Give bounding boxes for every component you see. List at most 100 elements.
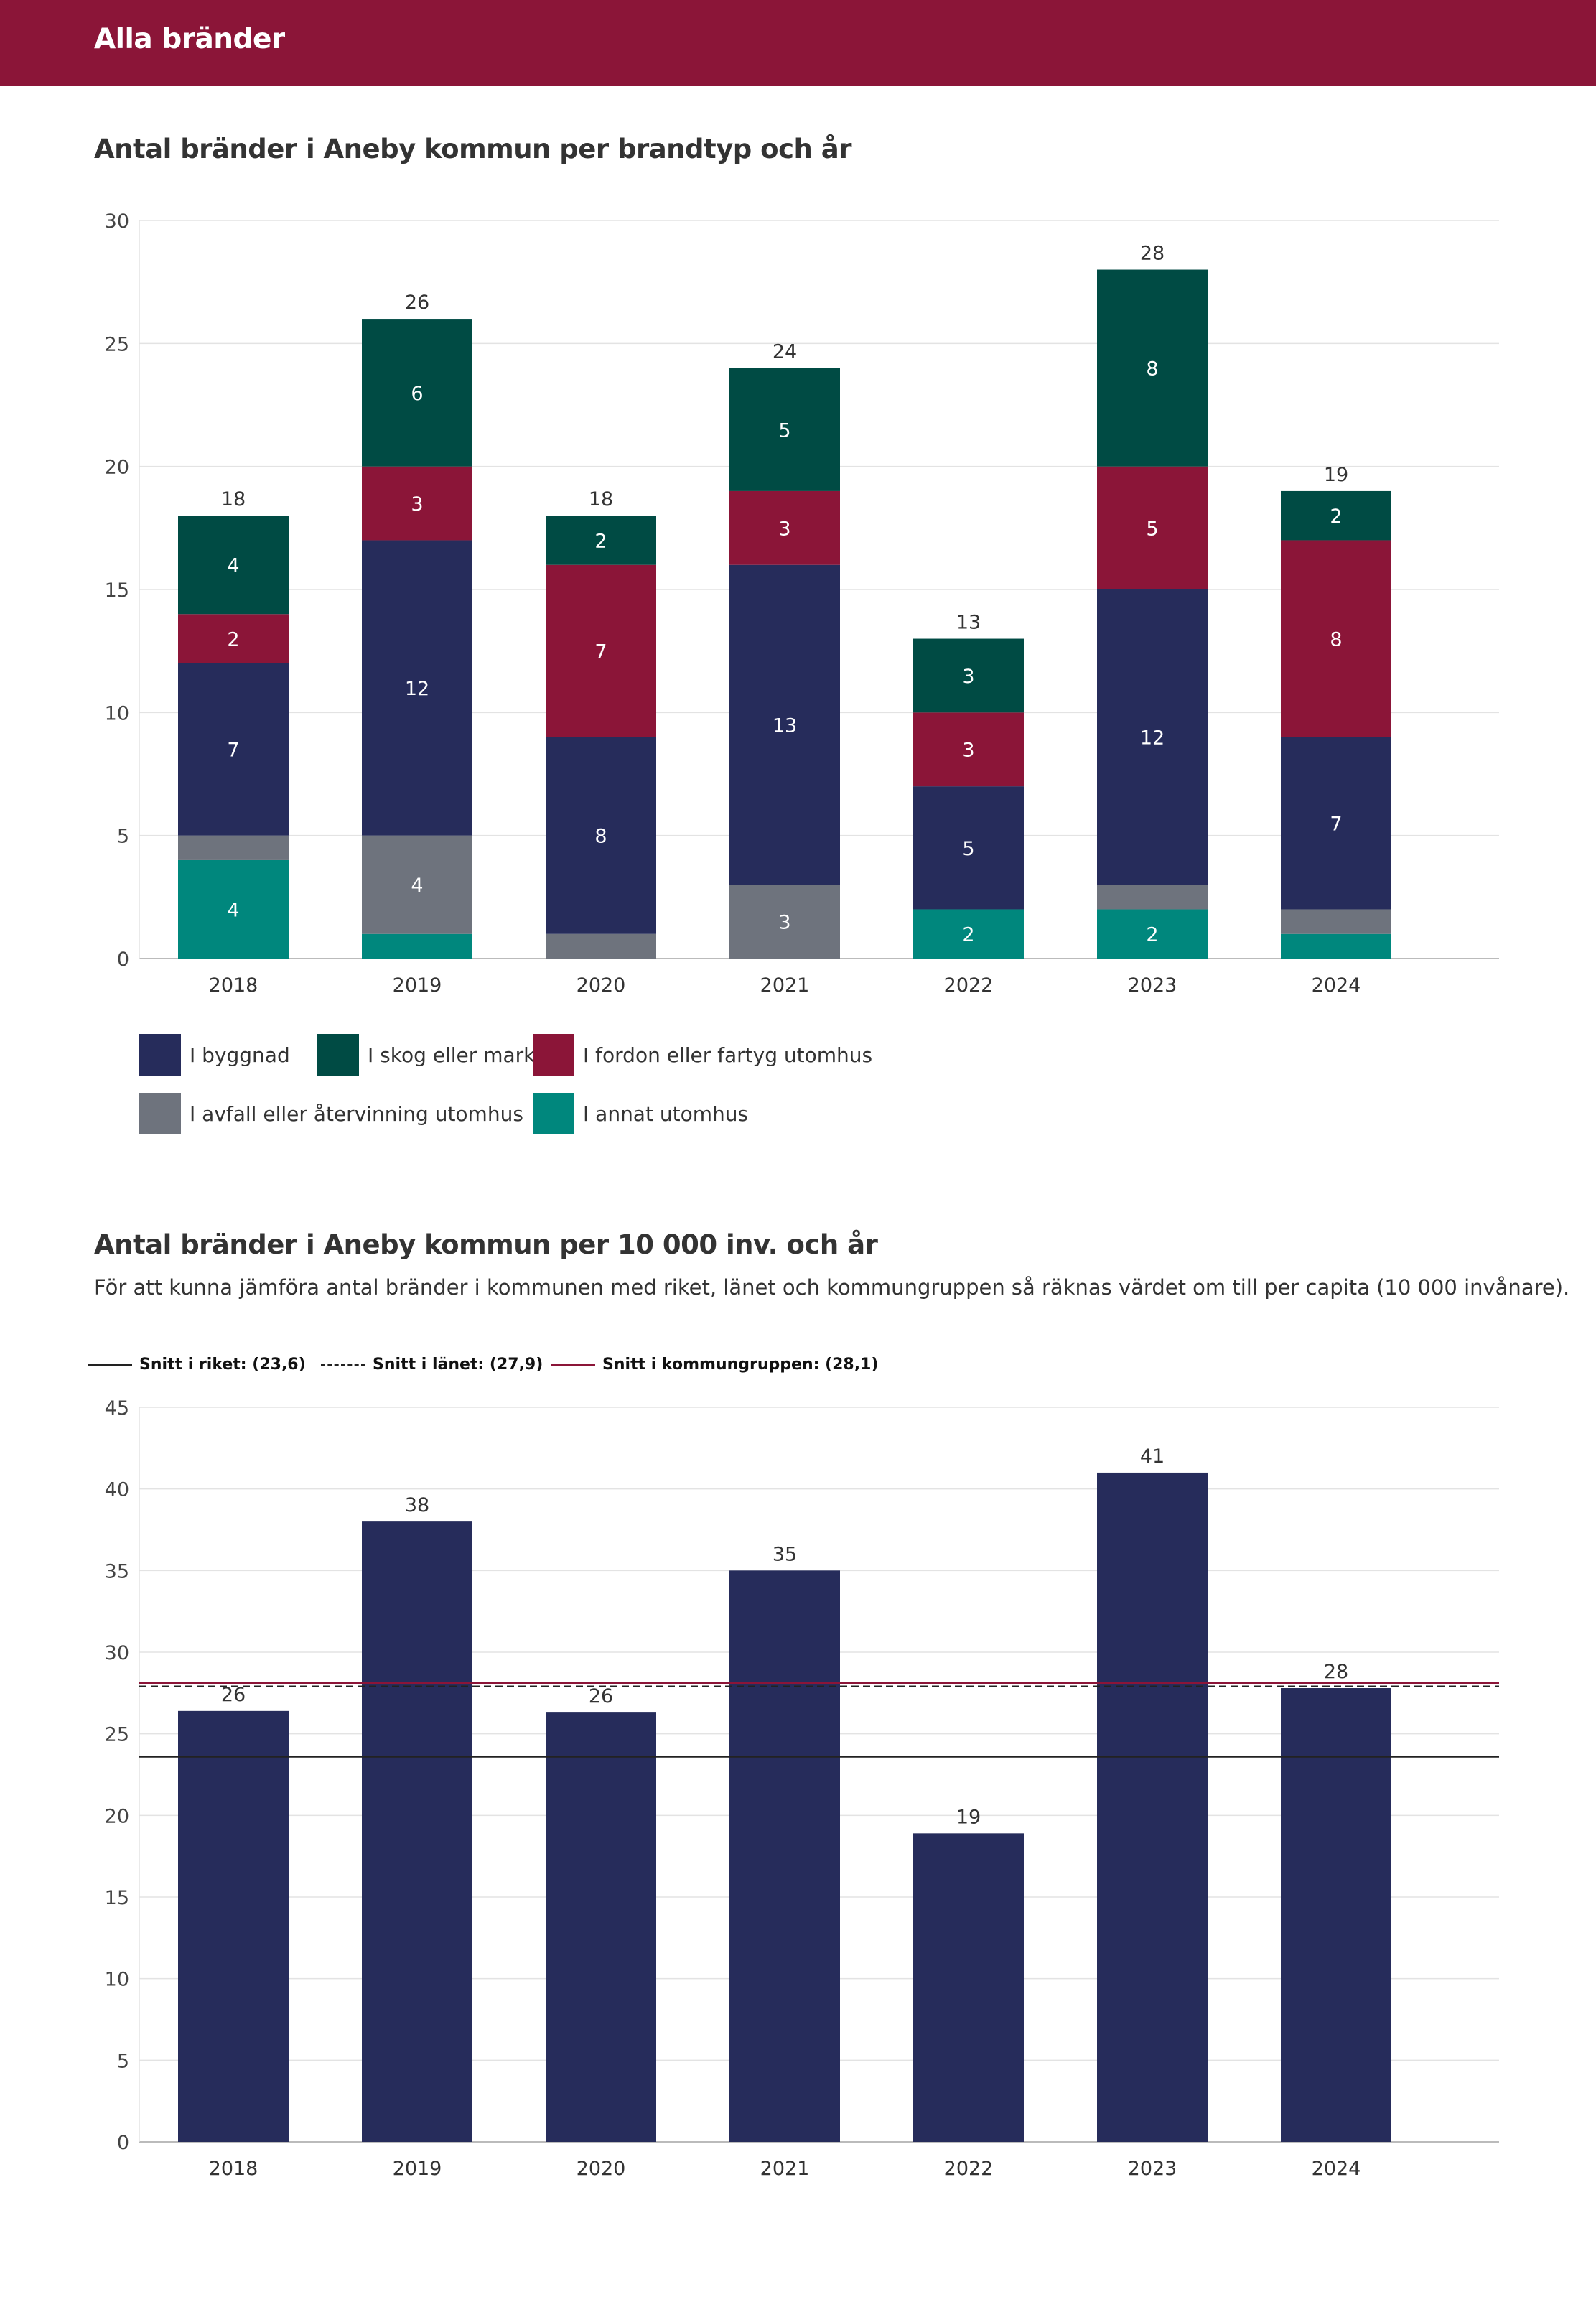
per-capita-chart-subtitle: För att kunna jämföra antal bränder i ko… [94, 1275, 1570, 1300]
value-label-2019: 38 [405, 1494, 429, 1516]
y-tick-label: 45 [105, 1397, 129, 1420]
x-tick-label-2022: 2022 [944, 2158, 994, 2180]
x-tick-label-2019: 2019 [393, 974, 442, 997]
segment-label-annat-2018: 4 [227, 899, 239, 921]
legend-swatch-avfall [139, 1093, 181, 1134]
legend-line-snitt-riket [88, 1363, 132, 1366]
legend-line-snitt-kommungrupp [551, 1363, 595, 1366]
y-tick-label: 30 [105, 1642, 129, 1664]
segment-label-fordon-2018: 2 [227, 629, 239, 651]
segment-label-annat-2023: 2 [1146, 924, 1158, 946]
segment-label-byggnad-2024: 7 [1330, 814, 1342, 836]
bar-segment-skog-2024 [1281, 490, 1391, 541]
x-tick-label-2024: 2024 [1312, 2158, 1361, 2180]
x-tick-label-2018: 2018 [209, 2158, 258, 2180]
segment-label-byggnad-2020: 8 [594, 826, 607, 848]
bar-segment-fordon-2019 [362, 466, 472, 541]
y-tick-label: 10 [105, 1969, 129, 1991]
segment-label-skog-2020: 2 [594, 530, 607, 552]
bar-2022 [913, 1833, 1024, 2142]
segment-label-fordon-2021: 3 [778, 518, 790, 540]
total-label-2023: 28 [1140, 243, 1165, 265]
x-tick-label-2021: 2021 [760, 2158, 810, 2180]
value-label-2022: 19 [956, 1806, 981, 1828]
legend-label-snitt-riket: Snitt i riket: (23,6) [139, 1355, 306, 1374]
x-tick-label-2020: 2020 [577, 974, 626, 997]
y-tick-label: 30 [105, 210, 129, 233]
bar-segment-fordon-2023 [1097, 466, 1208, 589]
per-capita-bar-chart: 0 5 10 15 20 25 30 35 40 45 26 2018 38 2019 26 2020 35 20… [105, 1397, 1499, 2180]
bar-segment-avfall-2023 [1097, 885, 1208, 910]
bar-segment-avfall-2020 [546, 933, 656, 959]
segment-label-annat-2022: 2 [962, 924, 974, 946]
bar-segment-annat-2022 [913, 909, 1024, 959]
bar-segment-byggnad-2022 [913, 786, 1024, 910]
segment-label-skog-2023: 8 [1146, 358, 1158, 381]
legend-swatch-fordon [533, 1034, 574, 1076]
legend-item-fordon: I fordon eller fartyg utomhus [533, 1034, 872, 1076]
bar-segment-skog-2021 [729, 368, 840, 491]
stacked-chart-title: Antal bränder i Aneby kommun per brandty… [94, 134, 851, 164]
stacked-bar-chart: 0510152025304724182018412362620198721820… [105, 210, 1499, 997]
bar-2019 [362, 1521, 472, 2142]
x-tick-label-2018: 2018 [209, 974, 258, 997]
y-tick-label: 25 [105, 1724, 129, 1746]
total-label-2019: 26 [405, 292, 429, 314]
bar-segment-fordon-2020 [546, 564, 656, 737]
bar-segment-byggnad-2018 [178, 663, 289, 836]
legend-label-fordon: I fordon eller fartyg utomhus [583, 1043, 873, 1067]
segment-label-fordon-2024: 8 [1330, 629, 1342, 651]
bar-segment-fordon-2024 [1281, 540, 1391, 737]
page-header: Alla bränder [0, 0, 1596, 86]
bar-segment-avfall-2018 [178, 835, 289, 860]
bar-segment-annat-2023 [1097, 909, 1208, 959]
legend-label-byggnad: I byggnad [190, 1043, 290, 1067]
segment-label-skog-2019: 6 [411, 383, 423, 405]
value-label-2021: 35 [773, 1543, 797, 1565]
bar-segment-annat-2018 [178, 859, 289, 959]
legend-item-byggnad: I byggnad [139, 1034, 290, 1076]
segment-label-skog-2022: 3 [962, 666, 974, 688]
bar-segment-fordon-2021 [729, 490, 840, 565]
y-tick-label: 0 [117, 2132, 129, 2154]
bar-segment-byggnad-2020 [546, 737, 656, 934]
total-label-2021: 24 [773, 341, 797, 363]
legend-label-annat: I annat utomhus [583, 1101, 749, 1126]
segment-label-avfall-2019: 4 [411, 875, 423, 897]
x-tick-label-2023: 2023 [1128, 974, 1177, 997]
y-tick-label: 15 [105, 1887, 129, 1909]
value-label-2024: 28 [1324, 1661, 1348, 1683]
legend-item-snitt-lanet: Snitt i länet: (27,9) [321, 1350, 543, 1379]
segment-label-fordon-2023: 5 [1146, 518, 1158, 540]
y-tick-label: 5 [117, 826, 129, 848]
segment-label-byggnad-2019: 12 [405, 678, 429, 700]
legend-label-snitt-lanet: Snitt i länet: (27,9) [373, 1355, 543, 1374]
segment-label-skog-2024: 2 [1330, 505, 1342, 528]
y-tick-label: 15 [105, 579, 129, 602]
legend-item-snitt-kommungrupp: Snitt i kommungruppen: (28,1) [551, 1350, 878, 1379]
bar-2018 [178, 1710, 289, 2142]
segment-label-avfall-2021: 3 [778, 912, 790, 934]
legend-label-skog: I skog eller mark [368, 1043, 536, 1067]
segment-label-fordon-2020: 7 [594, 641, 607, 663]
bar-2020 [546, 1712, 656, 2142]
value-label-2018: 26 [221, 1684, 246, 1706]
bar-segment-skog-2022 [913, 638, 1024, 713]
segment-label-byggnad-2021: 13 [773, 714, 797, 737]
total-label-2020: 18 [589, 488, 613, 511]
bar-2023 [1097, 1472, 1208, 2142]
bar-segment-fordon-2018 [178, 614, 289, 663]
y-tick-label: 10 [105, 702, 129, 724]
total-label-2022: 13 [956, 612, 981, 634]
total-label-2018: 18 [221, 488, 246, 511]
legend-item-avfall: I avfall eller återvinning utomhus [139, 1093, 523, 1134]
legend-swatch-skog [317, 1034, 359, 1076]
bar-2024 [1281, 1688, 1391, 2142]
y-tick-label: 0 [117, 949, 129, 971]
x-tick-label-2023: 2023 [1128, 2158, 1177, 2180]
bar-segment-avfall-2024 [1281, 909, 1391, 934]
y-tick-label: 20 [105, 1805, 129, 1827]
per-capita-chart-title: Antal bränder i Aneby kommun per 10 000 … [94, 1229, 878, 1260]
segment-label-skog-2018: 4 [227, 555, 239, 577]
bar-segment-skog-2018 [178, 516, 289, 615]
